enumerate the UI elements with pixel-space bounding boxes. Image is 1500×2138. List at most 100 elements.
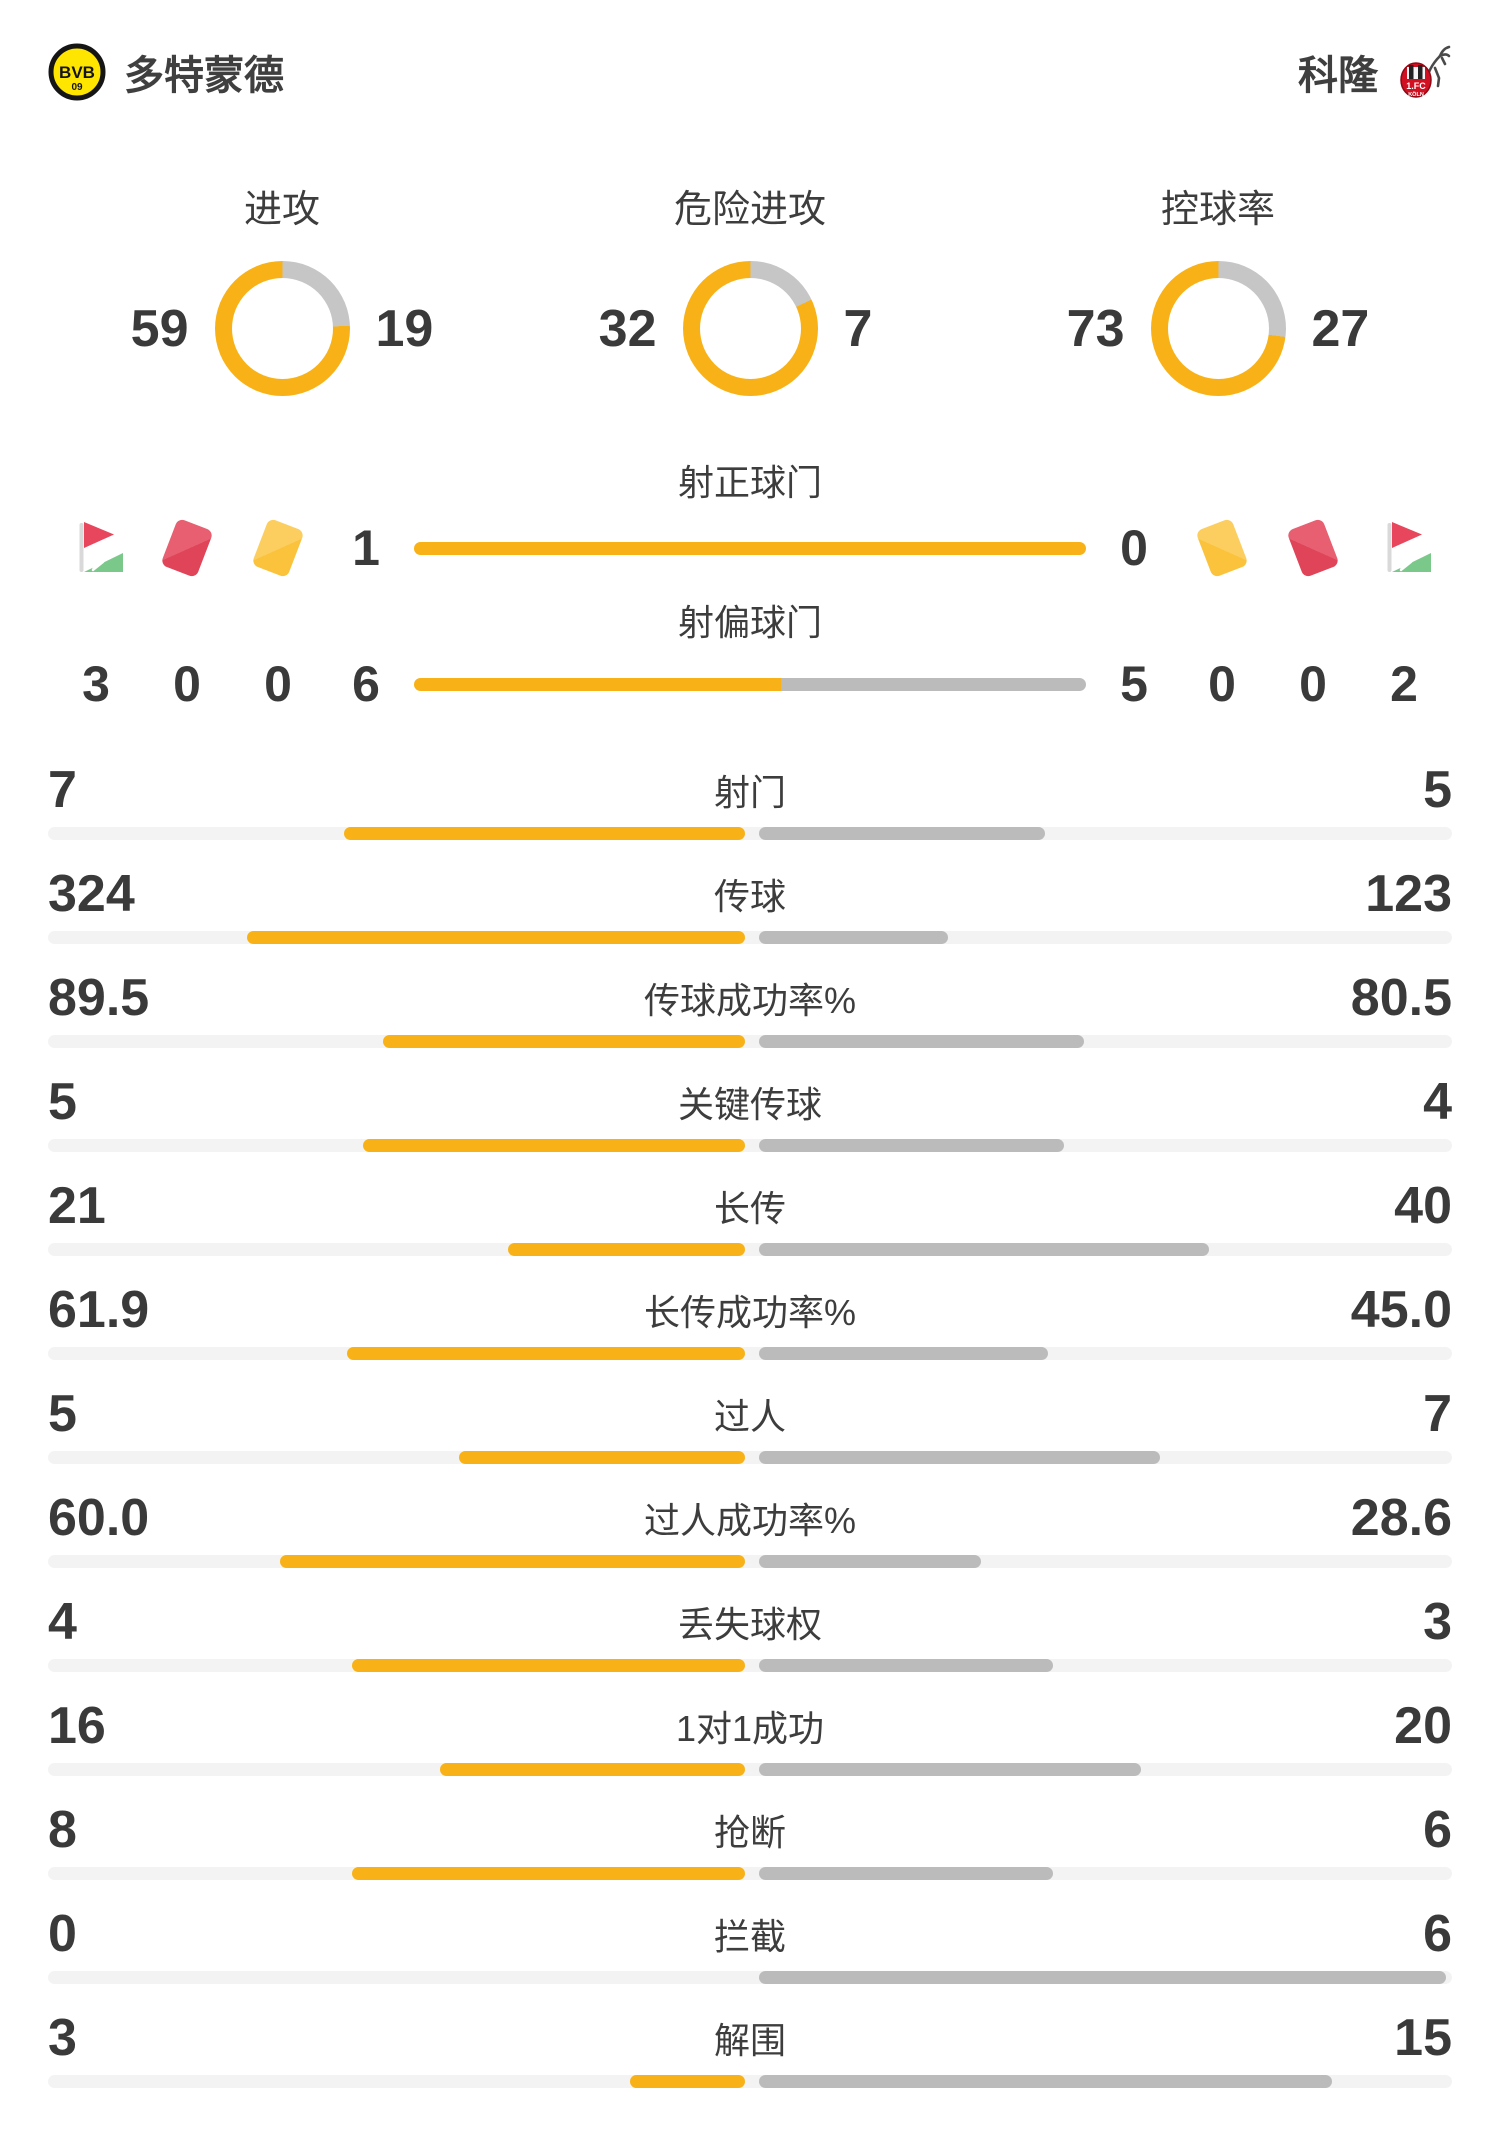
donut-ring (1150, 261, 1286, 396)
stat-home-value: 3 (48, 2009, 77, 2067)
duel-bar-away-segment (780, 677, 1086, 691)
stat-away-value: 4 (1423, 1073, 1452, 1131)
shots-off-target-home-value: 6 (352, 656, 380, 712)
donut-1: 危险进攻 32 7 (516, 178, 984, 396)
stat-row-2: 89.5 传球成功率% 80.5 (48, 944, 1452, 1048)
shots-off-target-away-value: 5 (1120, 656, 1148, 712)
duel-section: 射正球门 1 0 (48, 454, 1452, 712)
stat-label: 关键传球 (677, 1084, 822, 1125)
stat-home-value: 5 (48, 1385, 77, 1443)
stat-away-value: 5 (1423, 761, 1452, 819)
corner-flag-icon (1364, 516, 1444, 580)
stat-row-3: 5 关键传球 4 (48, 1048, 1452, 1152)
stat-track (48, 1347, 1452, 1360)
corner-flag-icon (56, 516, 136, 580)
svg-text:KÖLN: KÖLN (1408, 91, 1424, 98)
donut-away-value: 27 (1311, 299, 1370, 358)
donut-away-value: 7 (843, 299, 873, 358)
stat-bar-home (440, 1763, 745, 1776)
away-extras-icons (1182, 516, 1444, 580)
stat-bar-home (247, 931, 745, 944)
stat-bar-away (759, 1139, 1064, 1152)
shots-on-target-bar (414, 541, 1086, 555)
stat-home-value: 7 (48, 761, 77, 819)
stat-away-value: 28.6 (1350, 1489, 1452, 1547)
stat-bar-away (759, 1659, 1053, 1672)
koeln-logo-icon: 1.FC KÖLN (1400, 45, 1451, 98)
stat-track (48, 827, 1452, 840)
stat-bar-away (759, 1243, 1209, 1256)
stat-bar-home (347, 1347, 745, 1360)
donut-home-value: 73 (1066, 299, 1125, 358)
stat-bar-home (383, 1035, 745, 1048)
stat-track (48, 1763, 1452, 1776)
stat-home-value: 4 (48, 1593, 77, 1651)
stat-label: 长传 (713, 1188, 786, 1229)
donut-home-value: 59 (130, 299, 189, 358)
shots-on-target-away-value: 0 (1120, 520, 1148, 576)
stat-bar-home (459, 1451, 745, 1464)
stat-home-value: 324 (48, 865, 135, 923)
away-corners-value: 2 (1390, 656, 1418, 712)
stat-label: 传球 (713, 876, 786, 917)
shots-on-target-label: 射正球门 (677, 462, 822, 503)
stat-bar-away (759, 1971, 1446, 1984)
stat-track (48, 1139, 1452, 1152)
home-yellow-cards-value: 0 (264, 656, 292, 712)
away-extras-values: 0 0 2 (1182, 656, 1444, 712)
match-stats-page: BVB 09 多特蒙德 科隆 (48, 42, 1452, 2088)
stat-bar-away (759, 1035, 1084, 1048)
donut-away-value: 19 (375, 299, 434, 358)
stat-label: 解围 (713, 2020, 786, 2061)
shots-on-target-home-value: 1 (352, 520, 380, 576)
stat-away-value: 3 (1423, 1593, 1452, 1651)
stat-away-value: 45.0 (1350, 1281, 1452, 1339)
stat-row-7: 60.0 过人成功率% 28.6 (48, 1464, 1452, 1568)
donut-title: 危险进攻 (673, 189, 826, 231)
home-team: BVB 09 多特蒙德 (48, 43, 284, 101)
stat-home-value: 5 (48, 1073, 77, 1131)
stat-home-value: 60.0 (48, 1489, 150, 1547)
stat-home-value: 21 (48, 1177, 106, 1235)
stats-list: 7 射门 5 324 传球 123 89.5 传球成功率% 80.5 5 关键传球 4 21 长传 40 61… (48, 736, 1452, 2088)
away-yellow-cards-value: 0 (1208, 656, 1236, 712)
stat-row-9: 16 1对1成功 20 (48, 1672, 1452, 1776)
stat-bar-home (344, 827, 745, 840)
stat-bar-away (759, 1347, 1048, 1360)
stat-away-value: 15 (1394, 2009, 1452, 2067)
home-team-name: 多特蒙德 (124, 54, 284, 98)
donut-title: 控球率 (1160, 189, 1275, 231)
donut-0: 进攻 59 19 (48, 178, 516, 396)
svg-text:09: 09 (71, 82, 83, 93)
stat-home-value: 16 (48, 1697, 106, 1755)
red-card-icon (1273, 516, 1353, 580)
stat-bar-away (759, 1555, 981, 1568)
home-extras-icons (56, 516, 318, 580)
stat-bar-home (508, 1243, 745, 1256)
away-team: 科隆 1.FC KÖLN (1298, 42, 1452, 102)
stat-row-12: 3 解围 15 (48, 1984, 1452, 2088)
stat-bar-away (759, 1867, 1053, 1880)
stat-track (48, 1971, 1452, 1984)
shots-off-target-row: 3 0 0 6 5 0 0 2 (48, 656, 1452, 712)
away-team-name: 科隆 (1298, 54, 1378, 98)
bvb-logo-icon: BVB 09 (48, 43, 106, 101)
stat-row-10: 8 抢断 6 (48, 1776, 1452, 1880)
home-red-cards-value: 0 (173, 656, 201, 712)
stat-bar-away (759, 1763, 1141, 1776)
stat-bar-away (759, 2075, 1332, 2088)
stat-track (48, 1243, 1452, 1256)
home-corners-value: 3 (82, 656, 110, 712)
shots-off-target-bar (414, 677, 1086, 691)
shots-on-target-row: 1 0 (48, 516, 1452, 580)
stat-bar-home (630, 2075, 745, 2088)
svg-text:1.FC: 1.FC (1406, 81, 1426, 91)
stat-track (48, 1659, 1452, 1672)
stat-away-value: 80.5 (1350, 969, 1452, 1027)
donut-home-value: 32 (598, 299, 657, 358)
stat-away-value: 40 (1394, 1177, 1452, 1235)
duel-bar-home-segment (414, 677, 781, 691)
donut-2: 控球率 73 27 (984, 178, 1452, 396)
stat-row-0: 7 射门 5 (48, 736, 1452, 840)
yellow-card-icon (1182, 516, 1262, 580)
